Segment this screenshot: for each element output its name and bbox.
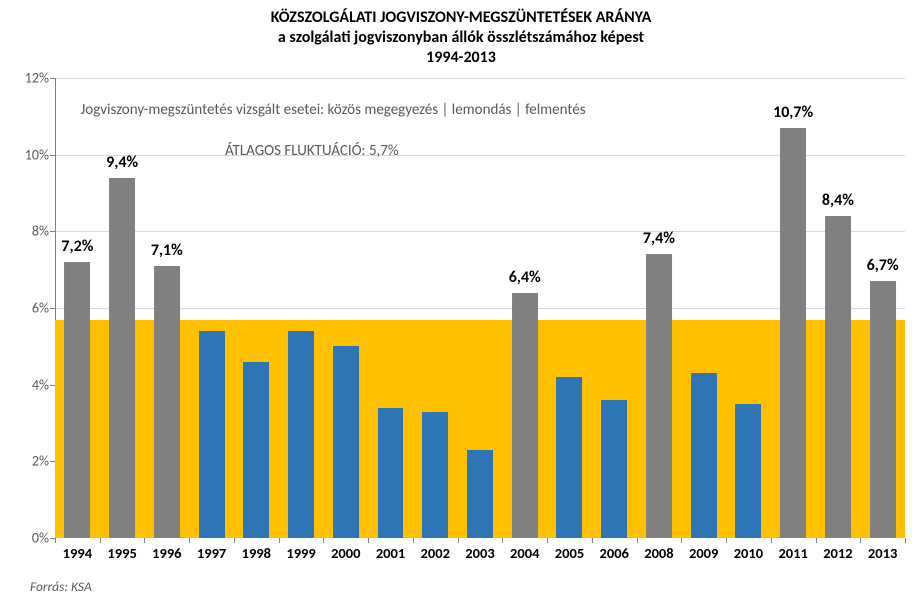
source-note: Forrás: KSA [30,578,92,595]
bar [691,373,717,538]
x-tick-mark [279,538,280,543]
x-tick-label: 2011 [778,538,807,562]
bar-slot: 7,4% [637,78,682,538]
x-tick-mark [637,538,638,543]
bar [735,404,761,538]
bar-slot: 7,2% [55,78,100,538]
bar [556,377,582,538]
bar-slot [592,78,637,538]
bar [109,178,135,538]
plot-area: Jogviszony-megszüntetés vizsgált esetei:… [55,78,905,538]
bar [154,266,180,538]
x-tick-label: 2008 [644,538,673,562]
bar [199,331,225,538]
bar [512,293,538,538]
bar-slot: 6,7% [860,78,905,538]
x-tick-mark [726,538,727,543]
bar-slot [413,78,458,538]
x-tick-label: 2000 [331,538,360,562]
x-tick-mark [368,538,369,543]
x-tick-mark [771,538,772,543]
x-tick-label: 1995 [107,538,136,562]
chart-title-block: KÖZSZOLGÁLATI JOGVISZONY-MEGSZÜNTETÉSEK … [0,0,922,68]
bar-slot [681,78,726,538]
x-tick-mark [816,538,817,543]
x-tick-mark [323,538,324,543]
x-tick-mark [681,538,682,543]
bar-data-label: 6,4% [509,268,541,287]
bars-layer: 7,2% 9,4% 7,1% 6,4% 7,4% 10,7% 8,4% 6,7% [55,78,905,538]
title-line-1: KÖZSZOLGÁLATI JOGVISZONY-MEGSZÜNTETÉSEK … [0,8,922,28]
x-tick-label: 2010 [734,538,763,562]
x-tick-mark [860,538,861,543]
x-tick-mark [234,538,235,543]
x-tick-label: 2004 [510,538,539,562]
x-tick-mark [413,538,414,543]
annotation-average: ÁTLAGOS FLUKTUÁCIÓ: 5,7% [225,142,399,160]
chart-container: KÖZSZOLGÁLATI JOGVISZONY-MEGSZÜNTETÉSEK … [0,0,922,599]
x-tick-mark [189,538,190,543]
x-tick-mark [502,538,503,543]
bar-slot: 10,7% [771,78,816,538]
bar [288,331,314,538]
annotation-cases: Jogviszony-megszüntetés vizsgált esetei:… [81,101,586,119]
x-tick-label: 2006 [600,538,629,562]
bar [467,450,493,538]
x-tick-label: 1998 [242,538,271,562]
x-tick-mark [592,538,593,543]
x-tick-mark [547,538,548,543]
x-tick-label: 2003 [465,538,494,562]
bar-data-label: 8,4% [822,191,854,210]
bar [870,281,896,538]
x-tick-label: 2012 [823,538,852,562]
x-tick-label: 2009 [689,538,718,562]
bar [64,262,90,538]
x-tick-label: 1997 [197,538,226,562]
x-tick-mark [55,538,56,543]
bar-data-label: 7,2% [61,237,93,256]
x-tick-mark [100,538,101,543]
bar-data-label: 7,4% [643,229,675,248]
title-line-3: 1994-2013 [0,48,922,68]
x-tick-label: 2002 [421,538,450,562]
bar-data-label: 6,7% [867,256,899,275]
bar [601,400,627,538]
bar [378,408,404,538]
x-tick-mark [144,538,145,543]
bar [243,362,269,538]
bar-slot: 8,4% [816,78,861,538]
x-tick-label: 2001 [376,538,405,562]
bar-slot: 9,4% [100,78,145,538]
bar [422,412,448,539]
bar-slot [458,78,503,538]
x-tick-label: 2005 [555,538,584,562]
bar [825,216,851,538]
x-tick-label: 1994 [63,538,92,562]
x-tick-label: 1996 [152,538,181,562]
bar [780,128,806,538]
bar-slot: 6,4% [502,78,547,538]
bar-slot [547,78,592,538]
bar-data-label: 9,4% [106,153,138,172]
bar [333,346,359,538]
x-tick-label: 1999 [286,538,315,562]
bar-slot: 7,1% [144,78,189,538]
x-tick-label: 2013 [868,538,897,562]
bar [646,254,672,538]
x-tick-mark [905,538,906,543]
bar-data-label: 7,1% [151,241,183,260]
bar-slot [726,78,771,538]
bar-data-label: 10,7% [773,103,813,122]
x-tick-mark [458,538,459,543]
title-line-2: a szolgálati jogviszonyban állók összlét… [0,28,922,48]
